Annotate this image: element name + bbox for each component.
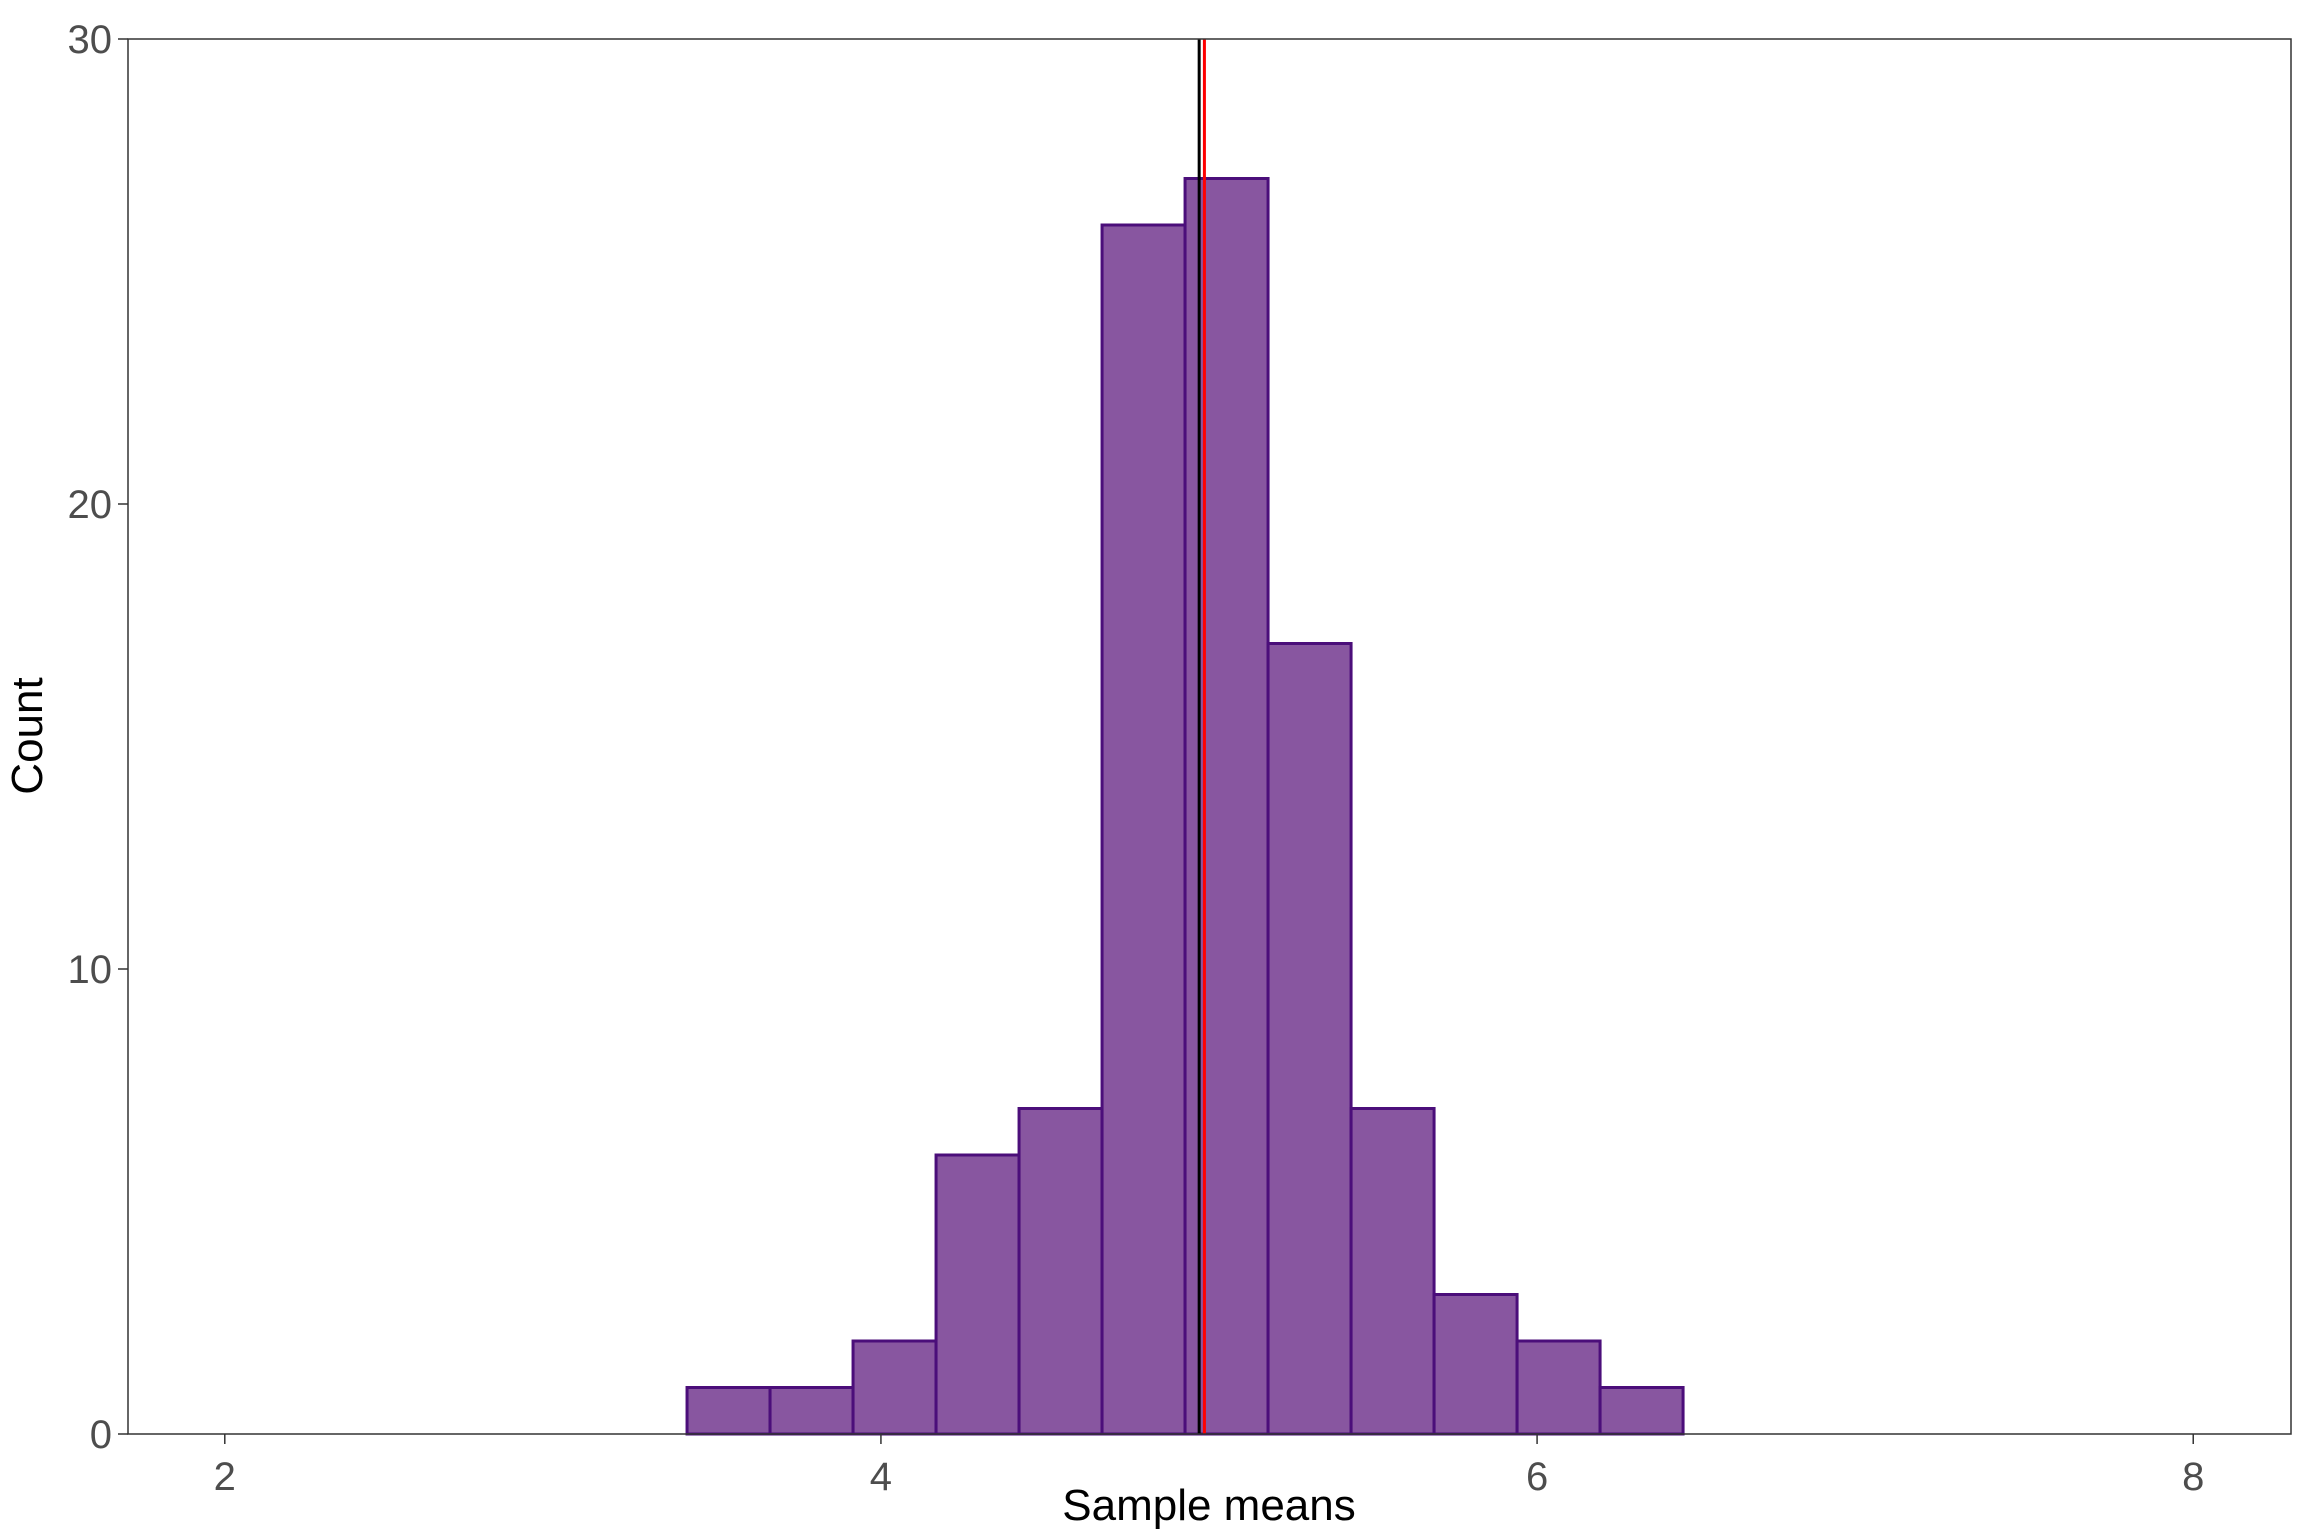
histogram-bar <box>685 1386 772 1436</box>
histogram-bar <box>1017 1107 1104 1436</box>
x-axis-title: Sample means <box>1062 1481 1355 1530</box>
y-tick-label: 20 <box>68 483 113 527</box>
y-tick-label: 30 <box>68 18 113 62</box>
histogram-bar <box>934 1153 1021 1436</box>
histogram-bar <box>1432 1293 1519 1436</box>
x-tick-label: 8 <box>2182 1455 2204 1499</box>
x-tick-label: 2 <box>214 1455 236 1499</box>
y-axis: 0 10 20 30 <box>68 18 128 1457</box>
y-axis-title: Count <box>3 677 52 794</box>
histogram-bar <box>1100 223 1187 1436</box>
y-tick-label: 0 <box>90 1413 112 1457</box>
y-tick-label: 10 <box>68 948 113 992</box>
vlines-group <box>1197 39 1206 1434</box>
histogram-bar <box>1515 1339 1602 1436</box>
histogram-bar <box>768 1386 855 1436</box>
histogram-bar <box>1349 1107 1436 1436</box>
panel-border <box>127 38 2292 1435</box>
x-axis: 2 4 6 8 <box>214 1434 2204 1499</box>
x-tick-label: 4 <box>870 1455 892 1499</box>
histogram-bar <box>1266 642 1353 1436</box>
x-tick-label: 6 <box>1526 1455 1548 1499</box>
histogram-bar <box>851 1339 938 1436</box>
histogram-bar <box>1183 177 1270 1436</box>
histogram-bar <box>1598 1386 1685 1436</box>
